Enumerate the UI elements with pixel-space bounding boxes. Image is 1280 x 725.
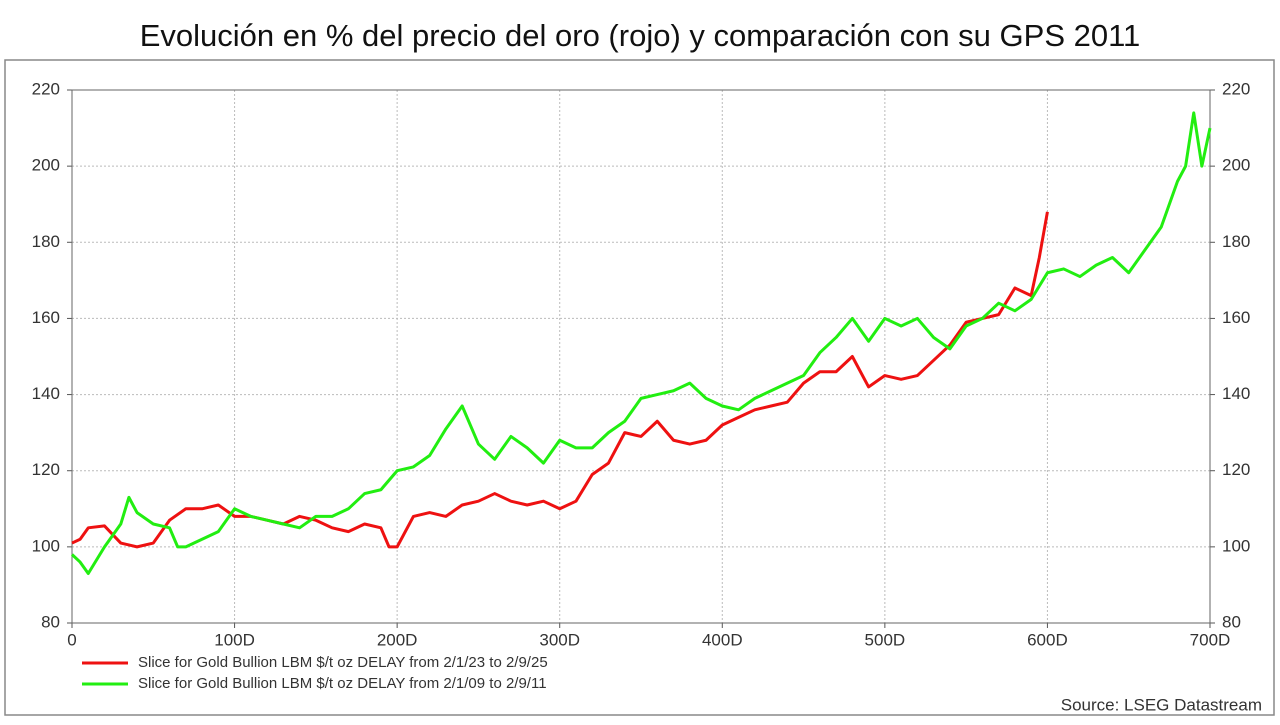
y2-tick-label: 100 (1222, 536, 1250, 555)
chart-frame (4, 59, 1275, 716)
y-tick-label: 180 (32, 232, 60, 251)
x-tick-label: 600D (1027, 630, 1068, 649)
y2-tick-label: 220 (1222, 79, 1250, 98)
y-tick-label: 120 (32, 460, 60, 479)
y-tick-label: 80 (41, 612, 60, 631)
y-tick-label: 100 (32, 536, 60, 555)
plot-area (71, 89, 1211, 624)
x-tick-label: 700D (1190, 630, 1231, 649)
x-tick-label: 200D (377, 630, 418, 649)
series-line (70, 111, 1212, 576)
x-tick-label: 400D (702, 630, 743, 649)
y-tick-label: 140 (32, 384, 60, 403)
y2-tick-label: 180 (1222, 232, 1250, 251)
x-tick-label: 100D (214, 630, 255, 649)
legend-label: Slice for Gold Bullion LBM $/t oz DELAY … (138, 675, 547, 692)
legend-label: Slice for Gold Bullion LBM $/t oz DELAY … (138, 654, 548, 671)
y2-tick-label: 80 (1222, 612, 1241, 631)
y2-tick-label: 200 (1222, 156, 1250, 175)
series-line (71, 211, 1049, 549)
x-tick-label: 500D (865, 630, 906, 649)
source: Source: LSEG Datastream (1061, 695, 1262, 714)
y2-tick-label: 160 (1222, 308, 1250, 327)
x-tick-label: 300D (539, 630, 580, 649)
y-tick-label: 200 (32, 156, 60, 175)
x-tick-label: 0 (67, 630, 76, 649)
y-tick-label: 220 (32, 79, 60, 98)
y2-tick-label: 120 (1222, 460, 1250, 479)
y-tick-label: 160 (32, 308, 60, 327)
y2-tick-label: 140 (1222, 384, 1250, 403)
chart-title: Evolución en % del precio del oro (rojo)… (140, 18, 1141, 53)
